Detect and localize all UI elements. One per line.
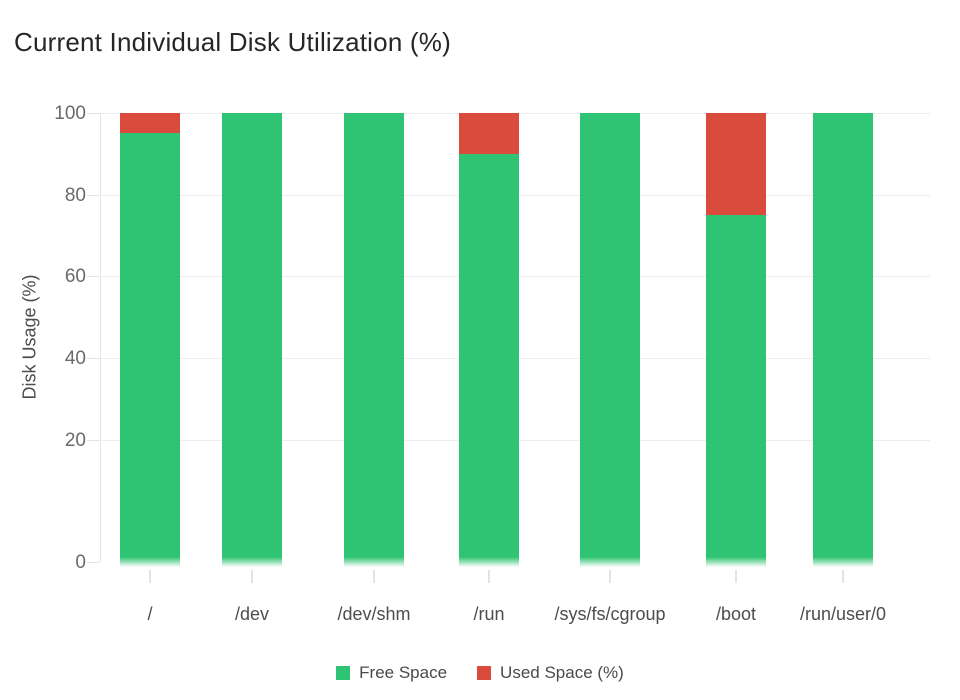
x-tick-label-dev-shm: /dev/shm (337, 604, 411, 624)
x-axis-tick (609, 570, 611, 583)
bar-segment-free (344, 113, 404, 567)
x-tick-label-dev: /dev (234, 604, 270, 624)
bar-sys-fs-cgroup (580, 113, 640, 567)
bar-segment-free (222, 113, 282, 567)
y-axis-line (100, 113, 101, 562)
legend-swatch (477, 666, 492, 680)
legend-item-free-space[interactable]: Free Space (336, 663, 447, 683)
x-tick-label-run: /run (473, 604, 505, 624)
bar-segment-free (459, 153, 519, 567)
plot-area: 100 80 60 40 20 0 / /dev/dev/shm/run/sys/fs/cgr… (54, 104, 930, 624)
bar- (120, 113, 180, 567)
legend-item-used-space[interactable]: Used Space (%) (477, 663, 624, 683)
x-axis-tick (488, 570, 490, 583)
x-axis-tick (149, 570, 151, 583)
bar-boot (706, 113, 766, 567)
y-tick-label: 80 (64, 184, 86, 206)
y-axis-tick (87, 358, 100, 360)
legend-swatch (336, 666, 351, 680)
y-axis-tick (87, 113, 100, 114)
bar-segment-free (706, 215, 766, 567)
y-tick-label: 20 (64, 429, 86, 451)
x-axis-tick (373, 570, 375, 583)
y-tick-label: 40 (64, 348, 86, 370)
y-tick-label: 0 (75, 552, 86, 573)
bar-segment-free (813, 113, 873, 567)
bar-segment-used (706, 113, 766, 216)
x-axis-tick (842, 570, 844, 583)
x-tick-label-run-user-0: /run/user/0 (799, 604, 887, 624)
y-axis-tick (87, 276, 100, 278)
bar-run-user-0 (813, 113, 873, 567)
x-tick-label-sys-fs-cgroup: /sys/fs/cgroup (554, 604, 666, 624)
y-axis-tick (87, 439, 100, 441)
x-axis-tick (251, 570, 253, 583)
bar-dev-shm (344, 113, 404, 567)
bar-segment-free (120, 133, 180, 567)
bar-run (459, 113, 519, 567)
y-axis-title: Disk Usage (%) (19, 274, 40, 400)
legend-label: Used Space (%) (500, 663, 624, 682)
bar-dev (222, 113, 282, 567)
bar-segment-used (120, 113, 180, 134)
bar-segment-free (580, 113, 640, 567)
x-axis-tick (735, 570, 737, 583)
y-axis-tick (87, 194, 100, 196)
x-tick-label-: / (147, 604, 153, 624)
chart-title: Current Individual Disk Utilization (%) (14, 27, 451, 57)
x-tick-label-boot: /boot (715, 604, 757, 624)
y-tick-label: 100 (54, 103, 86, 124)
y-axis-tick (87, 562, 100, 563)
legend-label: Free Space (359, 663, 448, 682)
bar-segment-used (459, 113, 519, 154)
y-tick-label: 60 (64, 266, 86, 288)
legend: Free Space Used Space (%) (0, 661, 960, 685)
